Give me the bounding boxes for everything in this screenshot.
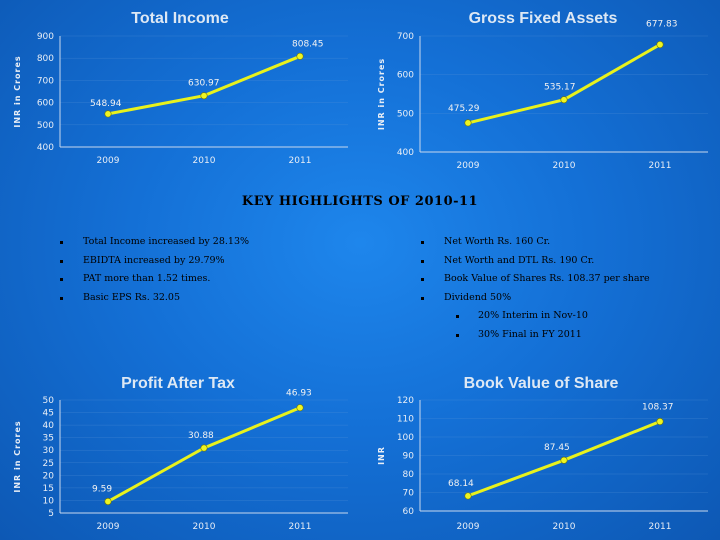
highlight-ebidta: EBIDTA increased by 29.79% [60,255,249,274]
total-income-y-tick-label: 700 [37,76,54,86]
gross-fixed-assets-y-axis-label: INR in Crores [377,58,386,130]
book-value-of-share-chart: Book Value of Share INR 60 70 80 90 100 110 120 2… [377,375,708,532]
gross-fixed-assets-x-tick-label: 2010 [553,161,576,171]
gross-fixed-assets-data-point [464,119,472,127]
total-income-y-tick-label: 800 [37,54,54,64]
book-value-of-share-data-label: 108.37 [642,403,674,413]
gross-fixed-assets-y-tick-label: 700 [397,32,414,42]
profit-after-tax-y-tick-label: 20 [43,471,55,481]
book-value-of-share-y-tick-label: 60 [403,507,415,517]
book-value-of-share-y-axis-label: INR [377,446,386,465]
profit-after-tax-data-point [200,444,208,452]
total-income-data-label: 630.97 [188,79,220,89]
profit-after-tax-x-tick-label: 2010 [193,522,216,532]
book-value-of-share-x-tick-label: 2010 [553,522,576,532]
book-value-of-share-y-tick-label: 120 [397,396,414,406]
dividend-interim: 20% Interim in Nov-10 [456,310,588,329]
highlight-dividend: Dividend 50% [421,292,650,311]
book-value-of-share-y-tick-label: 70 [403,489,415,499]
total-income-y-tick-label: 900 [37,32,54,42]
profit-after-tax-data-label: 30.88 [188,431,214,441]
gross-fixed-assets-data-label: 475.29 [448,104,480,114]
gross-fixed-assets-data-label: 535.17 [544,83,576,93]
highlight-book-value: Book Value of Shares Rs. 108.37 per shar… [421,273,650,292]
profit-after-tax-y-tick-label: 40 [43,421,55,431]
profit-after-tax-y-tick-label: 45 [43,409,54,419]
gross-fixed-assets-y-tick-label: 600 [397,71,414,81]
highlight-net-worth-dtl: Net Worth and DTL Rs. 190 Cr. [421,255,650,274]
book-value-of-share-data-point [560,456,568,464]
book-value-of-share-y-tick-label: 110 [397,415,414,425]
profit-after-tax-y-tick-label: 30 [43,446,55,456]
gross-fixed-assets-y-tick-label: 500 [397,109,414,119]
profit-after-tax-y-tick-label: 15 [43,484,54,494]
profit-after-tax-y-tick-label: 35 [43,434,54,444]
gross-fixed-assets-data-point [560,96,568,104]
profit-after-tax-chart: Profit After Tax INR in Crores 5 10 15 20 25 30… [13,375,348,532]
total-income-data-label: 548.94 [90,99,122,109]
profit-after-tax-x-tick-label: 2009 [97,522,120,532]
gross-fixed-assets-title: Gross Fixed Assets [469,10,618,27]
total-income-x-tick-label: 2009 [97,156,120,166]
book-value-of-share-x-tick-label: 2011 [649,522,672,532]
book-value-of-share-y-tick-label: 80 [403,470,415,480]
total-income-y-tick-label: 600 [37,99,54,109]
highlights-right-list: Net Worth Rs. 160 Cr. Net Worth and DTL … [421,236,650,310]
dividend-details-list: 20% Interim in Nov-10 30% Final in FY 20… [456,310,588,347]
profit-after-tax-y-tick-label: 25 [43,459,54,469]
profit-after-tax-data-label: 9.59 [92,484,112,494]
gross-fixed-assets-data-point [656,41,664,49]
total-income-title: Total Income [131,10,229,27]
total-income-data-label: 808.45 [292,39,324,49]
profit-after-tax-data-label: 46.93 [286,389,312,399]
profit-after-tax-data-point [104,497,112,505]
book-value-of-share-data-point [464,492,472,500]
gross-fixed-assets-y-tick-label: 400 [397,148,414,158]
book-value-of-share-data-label: 68.14 [448,479,474,489]
highlights-left-list: Total Income increased by 28.13% EBIDTA … [60,236,249,310]
highlight-pat: PAT more than 1.52 times. [60,273,249,292]
total-income-chart: Total Income INR in Crores 400 500 600 700 800… [13,10,348,166]
profit-after-tax-y-axis-label: INR in Crores [13,420,22,492]
total-income-y-tick-label: 400 [37,143,54,153]
highlight-basic-eps: Basic EPS Rs. 32.05 [60,292,249,311]
book-value-of-share-title: Book Value of Share [464,375,619,392]
gross-fixed-assets-x-tick-label: 2009 [457,161,480,171]
book-value-of-share-y-tick-label: 100 [397,433,414,443]
gross-fixed-assets-x-tick-label: 2011 [649,161,672,171]
profit-after-tax-y-tick-label: 10 [43,496,55,506]
book-value-of-share-x-tick-label: 2009 [457,522,480,532]
profit-after-tax-series-line [107,406,301,503]
total-income-y-axis-label: INR in Crores [13,55,22,127]
total-income-y-tick-label: 500 [37,121,54,131]
total-income-data-point [296,52,304,60]
total-income-data-point [200,92,208,100]
profit-after-tax-y-tick-label: 5 [48,509,54,519]
book-value-of-share-data-point [656,418,664,426]
book-value-of-share-data-label: 87.45 [544,443,570,453]
total-income-x-tick-label: 2010 [193,156,216,166]
gross-fixed-assets-chart: Gross Fixed Assets INR in Crores 400 500 600… [377,10,708,171]
total-income-x-tick-label: 2011 [289,156,312,166]
highlight-net-worth: Net Worth Rs. 160 Cr. [421,236,650,255]
highlight-total-income: Total Income increased by 28.13% [60,236,249,255]
profit-after-tax-x-tick-label: 2011 [289,522,312,532]
profit-after-tax-title: Profit After Tax [121,375,235,392]
dividend-final: 30% Final in FY 2011 [456,329,588,348]
profit-after-tax-y-tick-label: 50 [43,396,55,406]
book-value-of-share-y-tick-label: 90 [403,452,415,462]
gross-fixed-assets-data-label: 677.83 [646,20,678,30]
key-highlights-heading: KEY HIGHLIGHTS OF 2010-11 [241,194,479,209]
total-income-data-point [104,110,112,118]
profit-after-tax-data-point [296,404,304,412]
